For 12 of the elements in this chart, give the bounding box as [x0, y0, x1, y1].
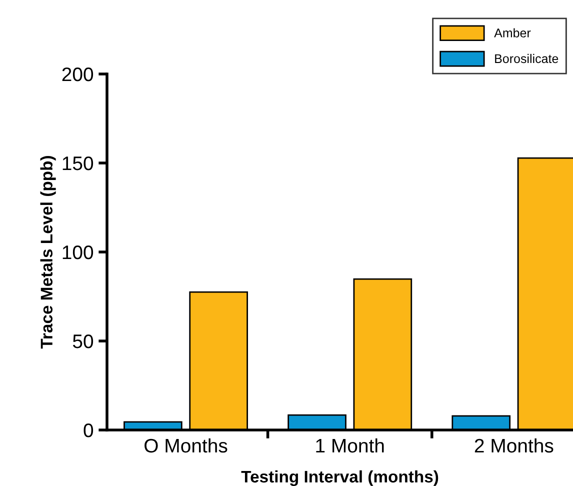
x-axis-title: Testing Interval (months): [241, 470, 438, 486]
x-tick-label: 1 Month: [316, 438, 384, 453]
y-tick-label: 150: [62, 156, 94, 170]
x-tick-label: O Months: [144, 438, 228, 453]
legend-label: Borosilicate: [495, 54, 558, 64]
x-tick-label: 2 Months: [474, 438, 554, 453]
y-axis-title: Trace Metals Level (ppb): [40, 156, 56, 349]
legend-label: Amber: [494, 28, 531, 38]
y-tick-label: 0: [84, 423, 94, 438]
y-tick-label: 50: [72, 334, 94, 348]
y-tick-label: 200: [62, 67, 94, 82]
y-tick-label: 100: [62, 245, 94, 260]
